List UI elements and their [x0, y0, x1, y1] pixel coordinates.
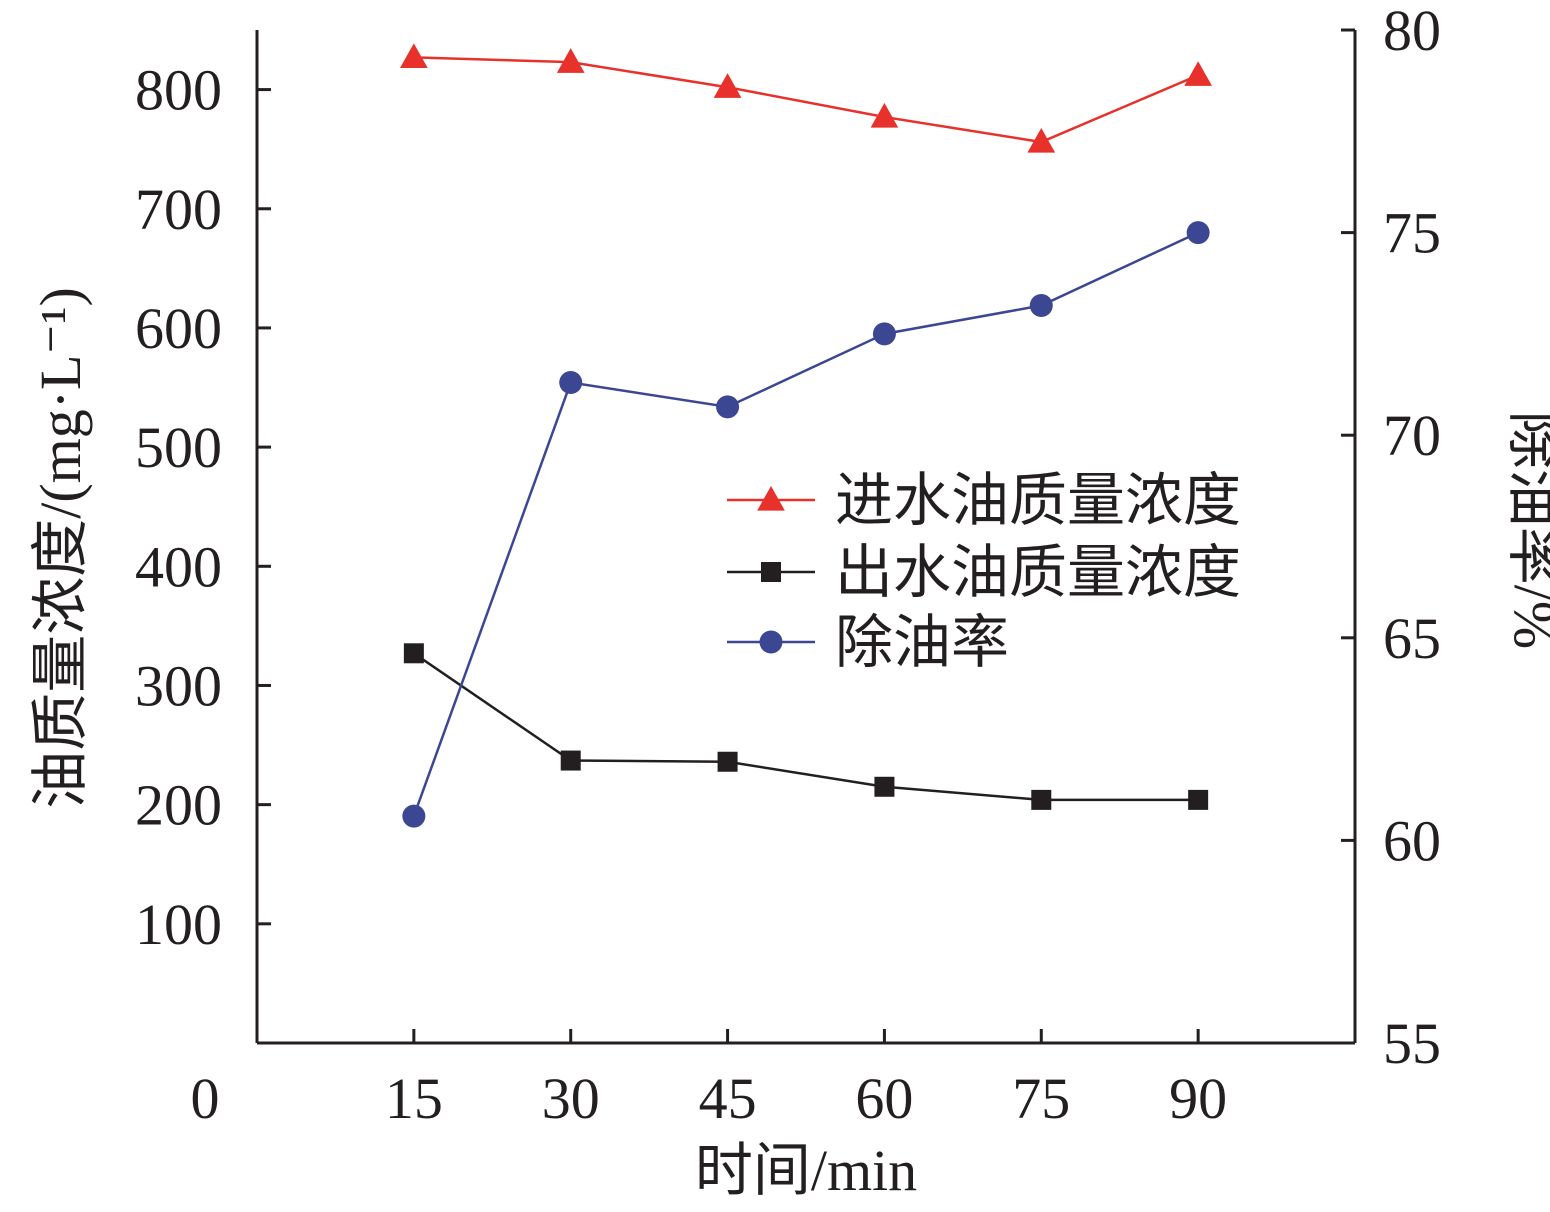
data-point: [1031, 789, 1052, 810]
data-point: [1186, 221, 1210, 245]
y-left-tick-label: 800: [135, 58, 222, 123]
x-tick-label: 30: [542, 1066, 600, 1131]
data-point: [872, 322, 896, 346]
y-left-tick-label: 700: [135, 177, 222, 242]
x-tick-label: 15: [385, 1066, 443, 1131]
data-point: [402, 804, 426, 828]
y-left-tick-label: 200: [135, 773, 222, 838]
y-right-axis-title: 除油率/%: [1502, 411, 1550, 649]
legend-label: 除油率: [835, 610, 1009, 675]
y-right-tick-label: 55: [1383, 1011, 1441, 1076]
legend-label: 出水油质量浓度: [835, 540, 1241, 605]
data-point: [717, 751, 738, 772]
data-point: [403, 643, 424, 664]
y-right-tick-label: 70: [1383, 403, 1441, 468]
legend-label: 进水油质量浓度: [835, 468, 1241, 533]
x-tick-label: 0: [191, 1066, 220, 1131]
series-layer: [400, 43, 1212, 828]
axes: [255, 30, 1357, 1045]
y-right-tick-label: 75: [1383, 201, 1441, 266]
y-right-tick-label: 65: [1383, 606, 1441, 671]
y-left-tick-label: 500: [135, 415, 222, 480]
series-line: [413, 56, 1199, 144]
data-point: [1184, 61, 1212, 86]
y-right-tick-label: 80: [1383, 0, 1441, 63]
x-axis-title: 时间/min: [695, 1138, 917, 1203]
data-point: [713, 73, 742, 98]
data-point: [716, 395, 740, 419]
y-left-axis-title: 油质量浓度/(mg·L⁻¹): [28, 287, 93, 809]
data-point: [870, 102, 899, 128]
data-point: [559, 371, 583, 395]
x-tick-label: 90: [1169, 1066, 1227, 1131]
y-left-tick-label: 400: [135, 534, 222, 599]
x-tick-label: 60: [855, 1066, 913, 1131]
series-1: [403, 643, 1209, 810]
data-point: [560, 750, 581, 771]
y-left-tick-label: 600: [135, 296, 222, 361]
data-point: [1027, 128, 1056, 153]
data-point: [1029, 294, 1053, 318]
legend-marker: [761, 562, 781, 582]
series-0: [400, 43, 1212, 153]
x-tick-label: 75: [1012, 1066, 1070, 1131]
data-point: [874, 776, 895, 797]
y-right-tick-label: 60: [1383, 808, 1441, 873]
series-line: [413, 652, 1199, 802]
legend-marker: [759, 630, 783, 654]
series-line: [412, 231, 1199, 817]
x-tick-label: 45: [699, 1066, 757, 1131]
ticks: 0 15 30 45 60 75 90 100 200 300 400 500 600 700 800 55 6…: [135, 0, 1441, 1131]
legend-marker: [757, 485, 785, 511]
series-2: [402, 221, 1210, 828]
data-point: [400, 43, 428, 69]
y-left-tick-label: 100: [135, 892, 222, 957]
data-point: [1188, 789, 1209, 810]
data-point: [556, 48, 585, 73]
y-left-tick-label: 300: [135, 653, 222, 718]
